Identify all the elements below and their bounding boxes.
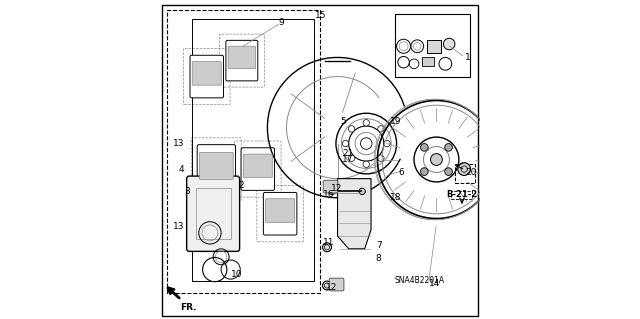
Text: 13: 13: [173, 222, 185, 231]
FancyBboxPatch shape: [197, 145, 236, 193]
Polygon shape: [337, 179, 371, 249]
Circle shape: [420, 168, 428, 175]
Circle shape: [445, 144, 452, 151]
Text: 16: 16: [323, 190, 335, 199]
Circle shape: [431, 154, 442, 165]
Text: 17: 17: [342, 155, 354, 164]
Circle shape: [323, 281, 332, 290]
Text: 15: 15: [316, 11, 326, 20]
Text: 12: 12: [326, 283, 338, 292]
Bar: [193, 19, 314, 281]
Text: 19: 19: [390, 117, 402, 126]
Bar: [395, 14, 470, 77]
Text: 10: 10: [230, 270, 242, 279]
Circle shape: [363, 161, 369, 167]
Bar: [451, 191, 472, 199]
Text: FR.: FR.: [180, 303, 196, 312]
FancyBboxPatch shape: [187, 176, 239, 251]
Text: 8: 8: [376, 254, 381, 263]
FancyBboxPatch shape: [266, 199, 294, 222]
FancyBboxPatch shape: [241, 148, 275, 190]
Text: 14: 14: [428, 279, 440, 288]
FancyBboxPatch shape: [323, 180, 338, 193]
Circle shape: [348, 155, 355, 161]
Text: 1: 1: [465, 53, 471, 62]
Circle shape: [323, 243, 332, 252]
Bar: [196, 188, 230, 239]
FancyBboxPatch shape: [264, 192, 297, 235]
Circle shape: [384, 140, 390, 147]
Text: 20: 20: [465, 168, 477, 177]
Text: 3: 3: [184, 187, 190, 196]
FancyBboxPatch shape: [192, 62, 221, 85]
Circle shape: [378, 126, 384, 132]
Bar: [427, 40, 441, 53]
FancyBboxPatch shape: [226, 41, 258, 81]
Circle shape: [444, 38, 455, 50]
Text: 11: 11: [323, 238, 335, 247]
Text: 5: 5: [340, 117, 346, 126]
Circle shape: [445, 168, 452, 175]
Circle shape: [359, 188, 365, 195]
Text: 13: 13: [173, 139, 185, 148]
Bar: [454, 164, 476, 183]
Text: 21: 21: [342, 149, 354, 158]
FancyBboxPatch shape: [190, 55, 223, 98]
Circle shape: [458, 163, 470, 175]
Text: 9: 9: [278, 18, 284, 27]
FancyBboxPatch shape: [200, 152, 233, 179]
Text: B-21-2: B-21-2: [446, 190, 477, 199]
Circle shape: [378, 155, 384, 161]
Text: 2: 2: [239, 181, 244, 189]
Circle shape: [348, 126, 355, 132]
Circle shape: [342, 140, 349, 147]
Circle shape: [363, 120, 369, 126]
Text: SNA4B2201A: SNA4B2201A: [395, 276, 445, 285]
FancyBboxPatch shape: [228, 46, 255, 69]
Circle shape: [329, 188, 335, 195]
FancyBboxPatch shape: [243, 154, 272, 178]
Circle shape: [420, 144, 428, 151]
Bar: [422, 57, 434, 66]
Text: 6: 6: [398, 168, 404, 177]
Text: 12: 12: [331, 184, 342, 193]
Text: 18: 18: [390, 193, 402, 202]
FancyBboxPatch shape: [329, 278, 344, 291]
Text: 7: 7: [376, 241, 381, 250]
Text: 4: 4: [179, 165, 184, 174]
